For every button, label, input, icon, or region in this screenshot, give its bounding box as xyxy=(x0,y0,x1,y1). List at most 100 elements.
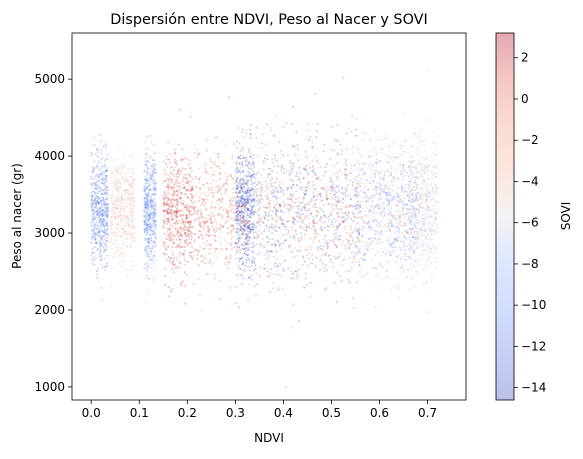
data-point xyxy=(131,199,134,202)
data-point xyxy=(101,213,104,216)
data-point xyxy=(188,229,190,232)
data-point xyxy=(262,199,265,201)
data-point xyxy=(125,188,128,191)
data-point xyxy=(128,183,131,186)
data-point xyxy=(148,215,151,218)
data-point xyxy=(146,237,149,240)
data-point xyxy=(251,174,254,177)
data-point xyxy=(106,209,109,212)
data-point xyxy=(152,175,155,178)
data-point xyxy=(239,211,241,214)
data-point xyxy=(244,205,247,208)
data-point xyxy=(365,132,368,135)
data-point xyxy=(173,183,176,185)
data-point xyxy=(325,191,328,194)
data-point xyxy=(375,169,377,172)
data-point xyxy=(241,183,244,186)
data-point xyxy=(126,188,128,191)
data-point xyxy=(180,180,183,183)
data-point xyxy=(102,224,105,227)
data-point xyxy=(391,216,394,219)
data-point xyxy=(105,224,108,227)
data-point xyxy=(90,217,93,220)
data-point xyxy=(173,242,176,245)
data-point xyxy=(171,234,174,237)
data-point xyxy=(247,222,250,225)
data-point xyxy=(395,278,398,281)
data-point xyxy=(149,206,152,209)
data-point xyxy=(131,211,134,214)
data-point xyxy=(95,183,97,186)
data-point xyxy=(152,234,155,237)
data-point xyxy=(425,139,428,142)
data-point xyxy=(237,191,240,194)
data-point xyxy=(149,237,152,240)
data-point xyxy=(336,175,339,178)
data-point xyxy=(251,205,254,208)
data-point xyxy=(151,193,154,195)
data-point xyxy=(340,243,343,246)
data-point xyxy=(145,193,148,196)
data-point xyxy=(217,214,220,217)
data-point xyxy=(91,230,94,233)
data-point xyxy=(398,195,401,198)
data-point xyxy=(169,201,172,204)
data-point xyxy=(99,133,102,136)
data-point xyxy=(187,230,190,233)
data-point xyxy=(227,209,230,212)
data-point xyxy=(174,205,177,208)
data-point xyxy=(175,190,178,193)
data-point xyxy=(304,223,307,226)
data-point xyxy=(274,240,277,242)
data-point xyxy=(190,187,193,190)
data-point xyxy=(237,127,240,129)
data-point xyxy=(398,177,401,180)
data-point xyxy=(296,179,299,181)
data-point xyxy=(294,246,297,249)
data-point xyxy=(217,153,220,155)
data-point xyxy=(242,197,245,200)
data-point xyxy=(314,174,317,177)
data-point xyxy=(100,237,103,240)
data-point xyxy=(217,208,220,211)
data-point xyxy=(252,199,255,202)
data-point xyxy=(174,214,177,217)
data-point xyxy=(240,218,243,221)
data-point xyxy=(249,168,252,171)
data-point xyxy=(265,185,267,188)
data-point xyxy=(127,232,130,235)
data-point xyxy=(230,218,233,221)
data-point xyxy=(242,203,245,206)
data-point xyxy=(334,207,337,210)
data-point xyxy=(249,176,252,179)
data-point xyxy=(145,202,148,205)
data-point xyxy=(352,260,355,263)
data-point xyxy=(98,200,101,203)
data-point xyxy=(373,268,376,271)
data-point xyxy=(344,205,347,208)
data-point xyxy=(97,176,100,179)
data-point xyxy=(119,182,122,185)
data-point xyxy=(101,209,104,212)
data-point xyxy=(182,253,185,256)
data-point xyxy=(267,241,270,244)
data-point xyxy=(360,267,363,270)
data-point xyxy=(179,251,182,254)
data-point xyxy=(92,195,94,198)
data-point xyxy=(129,206,132,209)
data-point xyxy=(220,231,223,234)
data-point xyxy=(149,226,152,229)
data-point xyxy=(133,177,135,180)
data-point xyxy=(146,229,149,232)
data-point xyxy=(404,183,407,186)
data-point xyxy=(117,270,119,273)
data-point xyxy=(117,171,120,174)
data-point xyxy=(166,235,169,238)
data-point xyxy=(390,230,393,233)
data-point xyxy=(167,220,170,223)
data-point xyxy=(320,226,323,228)
data-point xyxy=(146,187,149,190)
data-point xyxy=(163,210,166,212)
data-point xyxy=(147,240,150,243)
data-point xyxy=(116,228,119,230)
